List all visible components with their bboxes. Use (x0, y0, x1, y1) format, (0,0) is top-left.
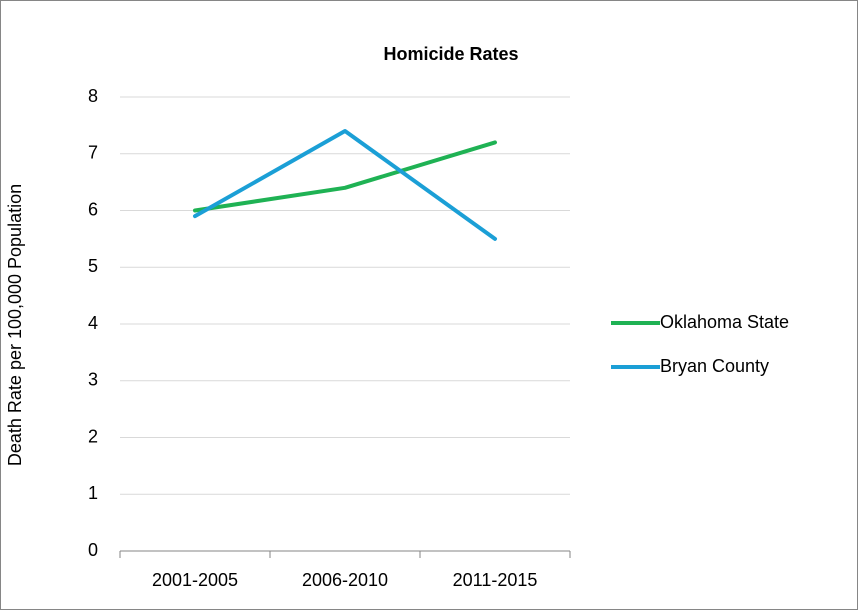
y-tick-label: 8 (88, 86, 98, 106)
series-line (193, 140, 497, 213)
chart-title: Homicide Rates (383, 44, 518, 64)
x-tick-label: 2006-2010 (302, 570, 388, 590)
y-tick-label: 2 (88, 426, 98, 446)
y-tick-label: 3 (88, 370, 98, 390)
legend-label: Bryan County (660, 356, 769, 376)
y-tick-label: 0 (88, 540, 98, 560)
y-tick-label: 7 (88, 143, 98, 163)
x-tick-label: 2001-2005 (152, 570, 238, 590)
legend-label: Oklahoma State (660, 312, 789, 332)
y-tick-label: 5 (88, 256, 98, 276)
x-tick-label: 2011-2015 (453, 570, 538, 590)
y-tick-label: 4 (88, 313, 98, 333)
y-tick-label: 6 (88, 199, 98, 219)
y-axis-label: Death Rate per 100,000 Population (5, 184, 25, 466)
y-tick-label: 1 (88, 483, 98, 503)
series-line (193, 129, 497, 241)
